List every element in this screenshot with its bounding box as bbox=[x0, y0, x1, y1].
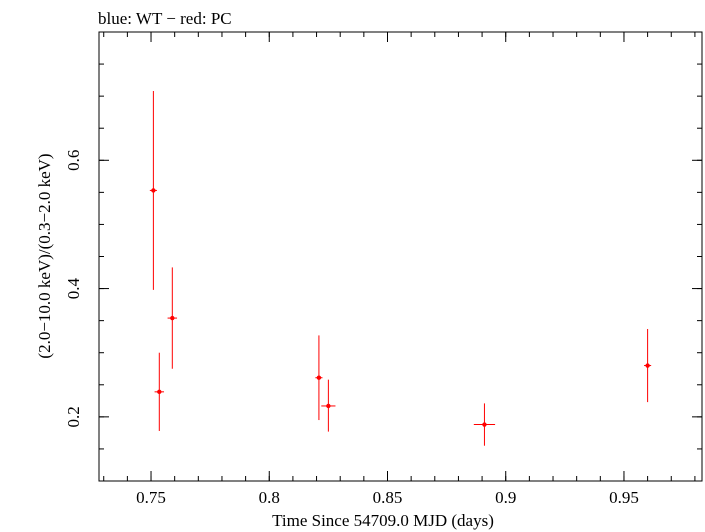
chart-title: blue: WT − red: PC bbox=[98, 9, 232, 28]
data-point-pc bbox=[154, 352, 165, 431]
point-marker bbox=[645, 363, 650, 368]
data-point-pc bbox=[167, 267, 178, 369]
y-tick-label: 0.2 bbox=[64, 406, 83, 427]
point-marker bbox=[326, 403, 331, 409]
point-marker bbox=[151, 188, 156, 193]
x-tick-label: 0.75 bbox=[136, 488, 166, 507]
x-tick-label: 0.85 bbox=[373, 488, 403, 507]
x-tick-label: 0.8 bbox=[259, 488, 280, 507]
x-tick-label: 0.95 bbox=[609, 488, 639, 507]
data-point-pc bbox=[473, 403, 496, 446]
data-point-pc bbox=[321, 379, 336, 432]
data-point-pc bbox=[315, 335, 323, 421]
data-points bbox=[149, 91, 652, 446]
x-tick-labels: 0.75 0.8 0.85 0.9 0.95 bbox=[136, 488, 639, 507]
y-tick-label: 0.4 bbox=[64, 277, 83, 299]
data-point-pc bbox=[644, 328, 652, 403]
plot-frame bbox=[98, 31, 703, 482]
point-marker bbox=[157, 389, 162, 395]
axis-ticks bbox=[99, 31, 702, 482]
y-tick-label: 0.6 bbox=[64, 150, 83, 171]
x-axis-label: Time Since 54709.0 MJD (days) bbox=[272, 511, 494, 530]
data-point-pc bbox=[149, 91, 157, 290]
y-tick-labels: 0.2 0.4 0.6 bbox=[64, 150, 83, 428]
x-tick-label: 0.9 bbox=[495, 488, 516, 507]
point-marker bbox=[170, 315, 175, 321]
y-axis-label: (2.0−10.0 keV)/(0.3−2.0 keV) bbox=[35, 153, 54, 358]
point-marker bbox=[482, 422, 487, 427]
point-marker bbox=[316, 375, 322, 380]
